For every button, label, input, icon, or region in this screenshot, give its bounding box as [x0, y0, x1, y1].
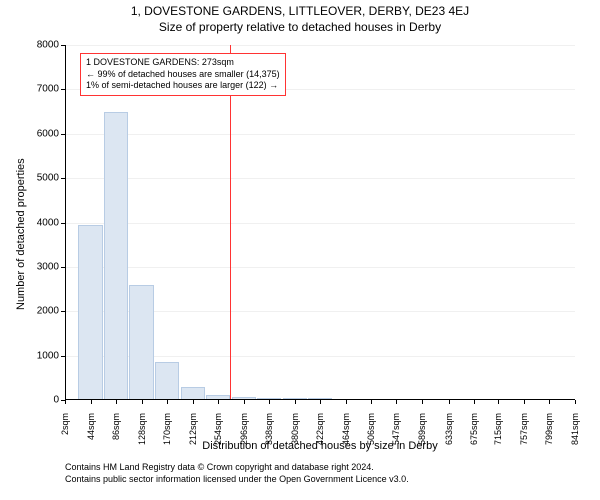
- annotation-line2: ← 99% of detached houses are smaller (14…: [86, 69, 280, 81]
- histogram-bar: [181, 387, 205, 400]
- xtick-label: 506sqm: [366, 413, 376, 453]
- xtick-mark: [218, 400, 219, 404]
- annotation-line3: 1% of semi-detached houses are larger (1…: [86, 80, 280, 92]
- gridline: [65, 267, 575, 268]
- xtick-label: 170sqm: [162, 413, 172, 453]
- xtick-label: 128sqm: [137, 413, 147, 453]
- chart-container: { "chart": { "type": "histogram", "title…: [0, 0, 600, 500]
- xtick-label: 338sqm: [264, 413, 274, 453]
- xtick-label: 799sqm: [544, 413, 554, 453]
- xtick-mark: [396, 400, 397, 404]
- xtick-label: 44sqm: [86, 413, 96, 453]
- xtick-label: 757sqm: [519, 413, 529, 453]
- footer-text: Contains HM Land Registry data © Crown c…: [65, 462, 409, 485]
- xtick-mark: [449, 400, 450, 404]
- histogram-bar: [78, 225, 102, 400]
- xtick-label: 547sqm: [391, 413, 401, 453]
- plot-area: 1 DOVESTONE GARDENS: 273sqm← 99% of deta…: [65, 45, 575, 400]
- gridline: [65, 223, 575, 224]
- xtick-label: 212sqm: [188, 413, 198, 453]
- histogram-bar: [129, 285, 153, 400]
- ytick-label: 4000: [37, 217, 59, 228]
- ytick-label: 8000: [37, 40, 59, 51]
- gridline: [65, 178, 575, 179]
- reference-line: [230, 45, 231, 400]
- xtick-label: 296sqm: [239, 413, 249, 453]
- xtick-mark: [244, 400, 245, 404]
- y-axis-label: Number of detached properties: [15, 158, 27, 310]
- ytick-label: 1000: [37, 350, 59, 361]
- xtick-mark: [269, 400, 270, 404]
- footer-line1: Contains HM Land Registry data © Crown c…: [65, 462, 409, 474]
- xtick-mark: [474, 400, 475, 404]
- xtick-mark: [142, 400, 143, 404]
- footer-line2: Contains public sector information licen…: [65, 474, 409, 486]
- xtick-mark: [193, 400, 194, 404]
- annotation-line1: 1 DOVESTONE GARDENS: 273sqm: [86, 57, 280, 69]
- xtick-mark: [575, 400, 576, 404]
- histogram-bar: [104, 112, 128, 400]
- xtick-label: 464sqm: [341, 413, 351, 453]
- xtick-label: 380sqm: [290, 413, 300, 453]
- xtick-label: 422sqm: [315, 413, 325, 453]
- xtick-mark: [549, 400, 550, 404]
- chart-title-line1: 1, DOVESTONE GARDENS, LITTLEOVER, DERBY,…: [0, 4, 600, 18]
- xtick-mark: [371, 400, 372, 404]
- ytick-label: 5000: [37, 173, 59, 184]
- chart-title-line2: Size of property relative to detached ho…: [0, 20, 600, 34]
- xtick-mark: [320, 400, 321, 404]
- xtick-mark: [498, 400, 499, 404]
- xtick-mark: [295, 400, 296, 404]
- xtick-mark: [116, 400, 117, 404]
- xtick-label: 86sqm: [111, 413, 121, 453]
- ytick-label: 0: [53, 395, 59, 406]
- xtick-mark: [65, 400, 66, 404]
- xtick-label: 589sqm: [417, 413, 427, 453]
- annotation-box: 1 DOVESTONE GARDENS: 273sqm← 99% of deta…: [80, 53, 286, 96]
- xtick-mark: [422, 400, 423, 404]
- xtick-label: 633sqm: [444, 413, 454, 453]
- xtick-label: 254sqm: [213, 413, 223, 453]
- gridline: [65, 134, 575, 135]
- xtick-label: 715sqm: [493, 413, 503, 453]
- xtick-mark: [524, 400, 525, 404]
- ytick-label: 2000: [37, 306, 59, 317]
- xtick-mark: [91, 400, 92, 404]
- xtick-mark: [167, 400, 168, 404]
- xtick-label: 675sqm: [469, 413, 479, 453]
- xtick-label: 2sqm: [60, 413, 70, 453]
- gridline: [65, 45, 575, 46]
- y-axis: [65, 45, 66, 400]
- ytick-label: 3000: [37, 261, 59, 272]
- xtick-label: 841sqm: [570, 413, 580, 453]
- ytick-label: 7000: [37, 84, 59, 95]
- xtick-mark: [346, 400, 347, 404]
- ytick-label: 6000: [37, 128, 59, 139]
- histogram-bar: [155, 362, 179, 400]
